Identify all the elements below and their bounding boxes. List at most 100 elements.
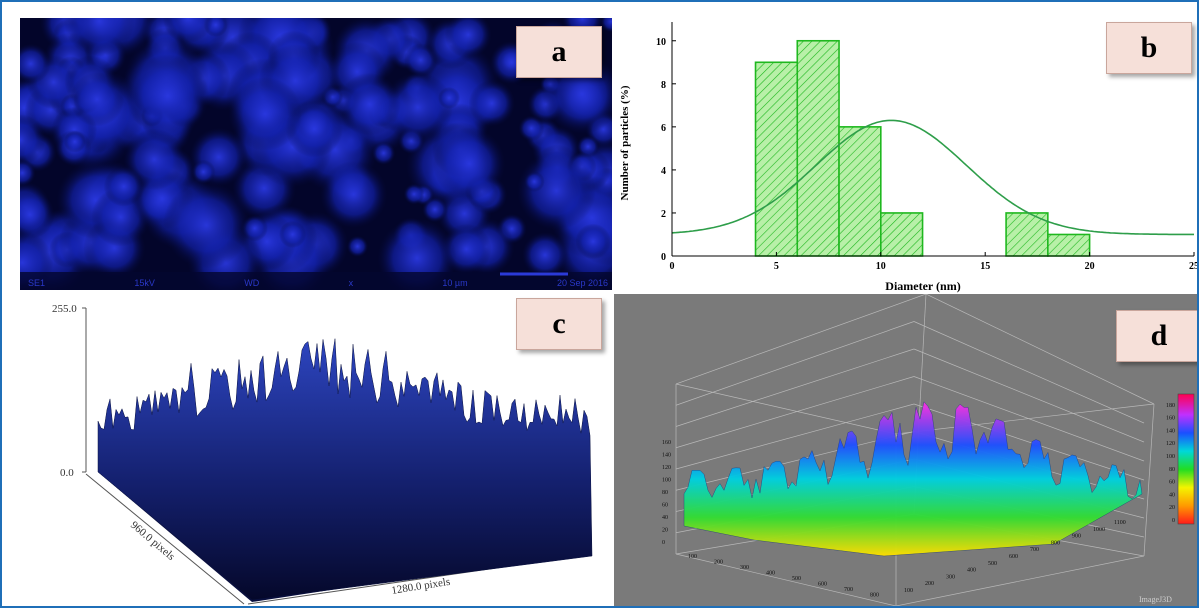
x-tick-label: 400 <box>766 571 775 577</box>
particle-cluster <box>432 127 506 200</box>
y-tick-label: 0 <box>661 252 666 263</box>
grid-line <box>913 321 1145 424</box>
x-tick-label: 300 <box>740 565 749 571</box>
y-tick-label: 900 <box>1072 534 1081 540</box>
surface-plot-blue: 255.0 0.0 960.0 pixels 1280.0 pixels <box>52 303 593 605</box>
histogram-bar <box>1047 233 1091 257</box>
particle-cluster <box>468 80 515 127</box>
histogram-bar <box>796 39 840 257</box>
z-bottom-label: 0.0 <box>60 467 74 479</box>
histogram-bar <box>838 126 882 257</box>
panel-a-label: a <box>516 26 602 78</box>
grid-line <box>675 431 915 491</box>
particle-cluster <box>20 114 46 166</box>
panel-a-sem-image: SE1 15kV WD x 10 µm 20 Sep 2016 a <box>20 18 612 290</box>
z-tick-label: 100 <box>662 478 671 484</box>
y-tick-label: 1100 <box>1114 520 1126 526</box>
y-tick-label: 2 <box>661 209 666 220</box>
z-tick-label: 120 <box>662 465 671 471</box>
x-tick-label: 100 <box>688 554 697 560</box>
particle-cluster <box>382 72 453 143</box>
x-tick-label: 10 <box>876 261 886 272</box>
x-tick-label: 5 <box>774 261 779 272</box>
panel-b-label: b <box>1106 22 1192 74</box>
grid-line <box>913 348 1145 443</box>
z-tick-label: 160 <box>662 440 671 446</box>
colorbar <box>1177 393 1195 525</box>
colorbar-tick-label: 80 <box>1169 467 1175 473</box>
y-tick-label: 10 <box>656 37 666 48</box>
x-tick-label: 15 <box>980 261 990 272</box>
particle-cluster <box>371 141 396 165</box>
particle-cluster <box>338 72 401 136</box>
z-tick-label: 80 <box>662 490 668 496</box>
sem-footer-item: 10 µm <box>442 278 468 288</box>
particle-cluster <box>516 151 596 231</box>
y-tick-label: 300 <box>946 574 955 580</box>
particle-cluster <box>518 115 545 142</box>
particle-cluster <box>575 223 611 260</box>
surface-mesh <box>97 338 593 601</box>
y-tick-label: 8 <box>661 80 666 91</box>
grid-line <box>675 321 915 406</box>
particle-cluster <box>522 232 568 278</box>
y-tick-label: 700 <box>1030 547 1039 553</box>
sem-footer-item: 15kV <box>134 278 155 288</box>
particle-cluster <box>403 183 425 205</box>
z-tick-label: 40 <box>662 515 668 521</box>
particle-cluster <box>20 159 36 187</box>
x-tick-label: 800 <box>870 593 879 599</box>
particle-cluster <box>279 220 307 248</box>
grid-edge <box>895 555 1145 606</box>
y-tick-label: 800 <box>1051 540 1060 546</box>
particle-cluster <box>63 18 135 57</box>
particle-cluster <box>126 54 210 138</box>
panel-c-label: c <box>516 298 602 350</box>
panel-d-label: d <box>1116 310 1197 362</box>
sem-footer-item: 20 Sep 2016 <box>556 278 608 288</box>
x-tick-label: 700 <box>844 587 853 593</box>
y-tick-label: 500 <box>988 561 997 567</box>
y-tick-label: 600 <box>1009 554 1018 560</box>
z-top-label: 255.0 <box>52 303 77 315</box>
x-tick-label: 500 <box>792 576 801 582</box>
grid-line <box>675 376 915 449</box>
z-tick-label: 60 <box>662 503 668 509</box>
particle-cluster <box>191 159 216 184</box>
sem-footer-item: SE1 <box>28 278 46 288</box>
particle-cluster <box>63 130 86 153</box>
colorbar-tick-label: 140 <box>1166 428 1175 434</box>
surface-plot-colored: 0 20 40 60 80 100 120 140 160 100 200 300 400 500 600 7… <box>662 294 1195 606</box>
grid-edge <box>895 403 1155 435</box>
particle-cluster <box>422 196 448 223</box>
x-axis-title: Diameter (nm) <box>885 279 960 293</box>
watermark: ImageJ3D <box>1139 595 1172 604</box>
z-tick-label: 140 <box>662 453 671 459</box>
y-tick-label: 400 <box>967 568 976 574</box>
histogram-bar <box>754 61 799 257</box>
x-tick-label: 25 <box>1189 261 1197 272</box>
gaussian-fit-curve <box>671 119 1194 236</box>
particle-cluster <box>346 235 369 258</box>
particle-cluster <box>103 166 144 207</box>
x-tick-label: 200 <box>714 560 723 566</box>
z-tick-label: 0 <box>662 540 665 546</box>
sem-footer-item: x <box>348 278 354 288</box>
histogram-chart: 0 5 10 15 20 25 0 2 4 6 8 10 Diameter (nm) Number of … <box>619 22 1197 293</box>
particle-cluster <box>600 18 612 33</box>
surface-mesh <box>683 401 1143 557</box>
colorbar-tick-label: 100 <box>1166 454 1175 460</box>
grid-edge <box>1143 403 1155 557</box>
x-tick-label: 600 <box>818 582 827 588</box>
y-tick-label: 1000 <box>1093 527 1105 533</box>
y-tick-label: 6 <box>661 123 666 134</box>
histogram-bar <box>879 212 924 257</box>
grid-line <box>913 376 1145 462</box>
y-axis-title: Number of particles (%) <box>619 85 631 200</box>
grid-edge <box>925 294 1155 405</box>
particle-cluster <box>228 77 303 151</box>
colorbar-tick-label: 40 <box>1169 492 1175 498</box>
z-tick-label: 20 <box>662 528 668 534</box>
particle-cluster <box>69 72 125 127</box>
